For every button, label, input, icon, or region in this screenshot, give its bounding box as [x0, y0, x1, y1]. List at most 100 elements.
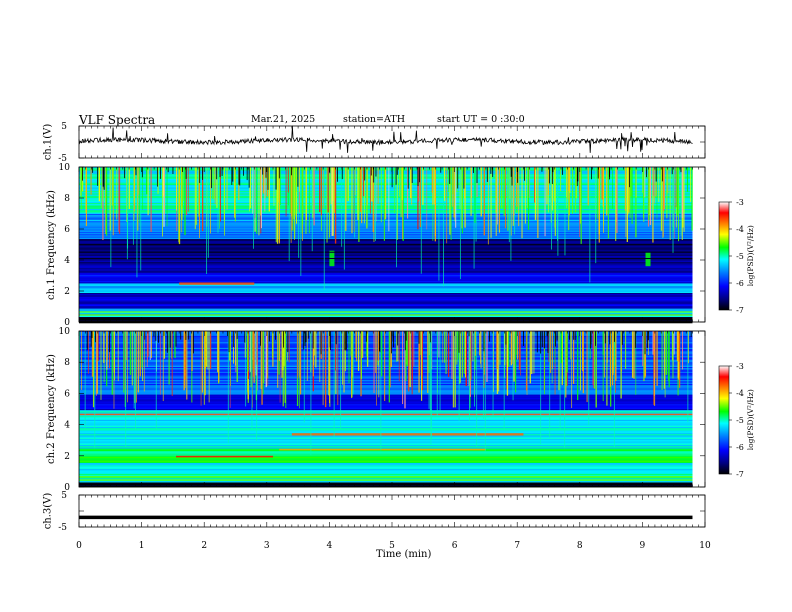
frequency-row	[79, 377, 693, 380]
frequency-row	[79, 365, 693, 368]
frequency-row	[79, 418, 693, 421]
frequency-row	[79, 283, 693, 285]
frequency-row	[79, 461, 693, 464]
frequency-row	[79, 383, 693, 386]
frequency-row	[79, 263, 693, 265]
y-tick-label: 0	[64, 483, 70, 493]
x-tick-label: 6	[452, 541, 458, 551]
ch3-voltage-axis-label: ch.3(V)	[41, 492, 53, 530]
frequency-row	[79, 442, 693, 445]
frequency-row	[79, 381, 693, 383]
frequency-row	[79, 379, 693, 381]
frequency-row	[79, 449, 693, 452]
frequency-row	[79, 225, 693, 228]
frequency-row	[79, 241, 693, 243]
spectral-patch	[279, 448, 486, 451]
frequency-row	[79, 279, 693, 282]
frequency-row	[79, 445, 693, 447]
frequency-row	[79, 415, 693, 417]
frequency-row	[79, 472, 693, 475]
colorbars: -3 -4 -5 -6 -7 -3 -4 -5 -6 -7	[718, 198, 744, 479]
y-tick-label: 0	[64, 318, 70, 328]
frequency-row	[79, 392, 693, 394]
frequency-row	[79, 271, 693, 273]
date-label: Mar.21, 2025	[251, 114, 316, 125]
frequency-row	[79, 307, 693, 309]
colorbar-tick-label: -4	[736, 225, 744, 234]
frequency-row	[79, 315, 693, 318]
frequency-row	[79, 386, 693, 388]
frequency-row	[79, 457, 693, 459]
frequency-row	[79, 443, 693, 446]
frequency-row	[79, 421, 693, 423]
frequency-row	[79, 371, 693, 374]
frequency-row	[79, 300, 693, 302]
frequency-row	[79, 266, 693, 269]
y-tick-label: 5	[61, 122, 67, 132]
frequency-row	[79, 246, 693, 248]
frequency-row	[79, 437, 693, 440]
frequency-row	[79, 404, 693, 406]
frequency-row	[79, 343, 693, 345]
frequency-row	[79, 458, 693, 460]
frequency-row	[79, 436, 693, 439]
colorbar-tick-label: -7	[736, 470, 744, 479]
frequency-row	[79, 431, 693, 434]
frequency-row	[79, 221, 693, 223]
frequency-row	[79, 264, 693, 266]
frequency-row	[79, 398, 693, 400]
frequency-row	[79, 345, 693, 347]
frequency-row	[79, 440, 693, 442]
x-tick-label: 9	[640, 541, 646, 551]
colorbar-tick-label: -5	[736, 416, 744, 425]
frequency-row	[79, 296, 693, 299]
waveform-traces	[78, 125, 693, 520]
frequency-row	[79, 455, 693, 458]
frequency-row	[79, 403, 693, 405]
y-tick-label: -5	[58, 154, 67, 164]
frequency-row	[79, 424, 693, 427]
ch2-frequency-axis-label: ch.2 Frequency (kHz)	[45, 354, 57, 464]
ch1-frequency-axis-label: ch.1 Frequency (kHz)	[45, 189, 57, 300]
frequency-row	[79, 290, 693, 293]
frequency-row	[79, 285, 693, 288]
station-label: station=ATH	[343, 114, 405, 125]
frequency-row	[79, 454, 693, 457]
frequency-row	[79, 394, 693, 397]
frequency-row	[79, 287, 693, 289]
frequency-row	[79, 399, 693, 401]
frequency-row	[79, 260, 693, 263]
frequency-row	[79, 351, 693, 353]
frequency-row	[79, 467, 693, 470]
x-tick-label: 4	[327, 541, 333, 551]
frequency-row	[79, 412, 693, 415]
y-tick-label: -5	[58, 523, 67, 533]
frequency-row	[79, 276, 693, 278]
frequency-row	[79, 353, 693, 356]
frequency-row	[79, 303, 693, 306]
frequency-row	[79, 278, 693, 281]
frequency-row	[79, 475, 693, 477]
frequency-row	[79, 265, 693, 267]
frequency-row	[79, 334, 693, 337]
frequency-row	[79, 369, 693, 371]
y-tick-label: 8	[64, 358, 70, 368]
frequency-row	[79, 293, 693, 295]
frequency-row	[79, 249, 693, 252]
x-axis-label: Time (min)	[376, 549, 432, 560]
ch2-spectrogram-plot	[78, 331, 693, 488]
frequency-row	[79, 339, 693, 341]
frequency-row	[79, 335, 693, 338]
colorbar-tick-label: -6	[736, 279, 744, 288]
y-tick-label: 2	[64, 287, 70, 297]
frequency-row	[79, 385, 693, 387]
frequency-row	[79, 401, 693, 404]
x-tick-label: 2	[201, 541, 207, 551]
frequency-row	[79, 427, 693, 429]
colorbar-tick-label: -5	[736, 252, 744, 261]
frequency-row	[79, 481, 693, 483]
frequency-row	[79, 406, 693, 409]
frequency-row	[79, 272, 693, 275]
